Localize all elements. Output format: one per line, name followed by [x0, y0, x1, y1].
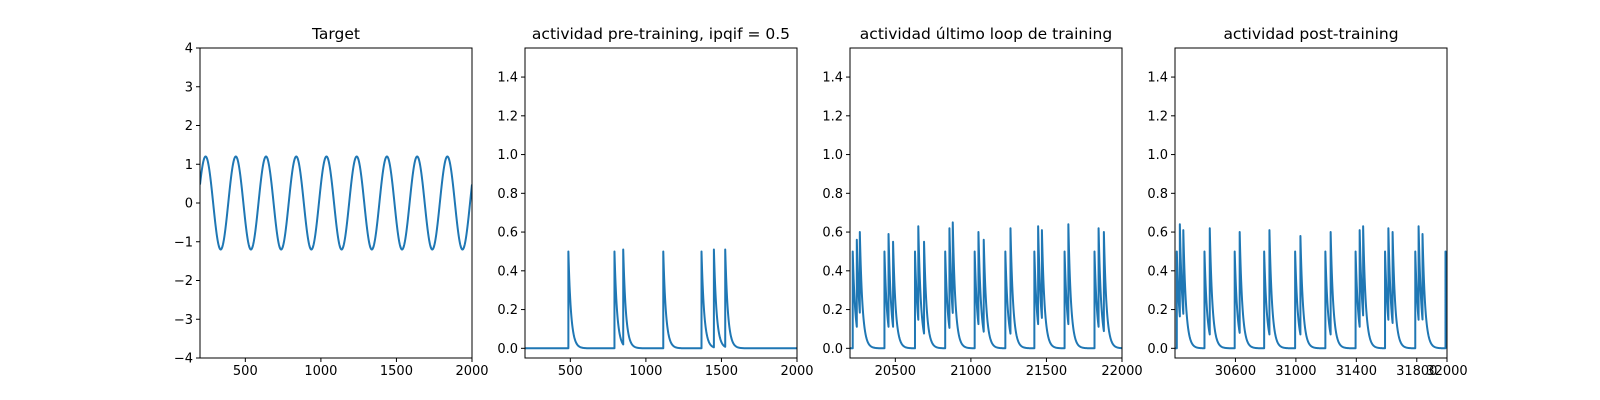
x-tick-label: 21500	[1026, 364, 1067, 379]
panel-title: Target	[311, 25, 360, 43]
x-tick-label: 1000	[304, 364, 337, 379]
y-tick-label: 0.2	[1147, 303, 1168, 318]
x-tick-label: 31800	[1396, 364, 1437, 379]
x-tick-label: 500	[558, 364, 583, 379]
plot-area: 500 1000 1500 2000 0.0 0.2 0.4 0.6 0.8 1.0 1.2 1.4	[497, 71, 813, 379]
x-tick-label: 30600	[1215, 364, 1256, 379]
x-tick-label: 31400	[1336, 364, 1377, 379]
x-tick-label: 1500	[705, 364, 738, 379]
x-tick-label: 500	[233, 364, 258, 379]
y-tick-label: 0.8	[822, 187, 843, 202]
x-tick-label: 31000	[1275, 364, 1316, 379]
y-tick-label: 4	[185, 42, 193, 57]
axes-frame	[199, 47, 473, 359]
y-tick-label: 0.0	[822, 342, 843, 357]
axes-frame	[849, 47, 1123, 359]
series-line	[525, 248, 797, 350]
panel-pre-training: actividad pre-training, ipqif = 0.5 500 1…	[497, 25, 813, 379]
y-tick-label: 0.6	[822, 226, 843, 241]
axes-frame	[524, 47, 798, 359]
y-tick-label: 0.4	[1147, 264, 1168, 279]
y-tick-label: 1.4	[497, 71, 518, 86]
y-tick-label: 0.6	[497, 226, 518, 241]
x-tick-label: 21000	[950, 364, 991, 379]
y-tick-label: 1.2	[497, 109, 518, 124]
x-tick-label: 22000	[1101, 364, 1142, 379]
y-tick-label: 3	[185, 80, 193, 95]
plot-area: 20500 21000 21500 22000 0.0 0.2 0.4 0.6 0.8 1.0 1.…	[822, 71, 1142, 379]
y-tick-label: −3	[174, 313, 193, 328]
panel-target: Target 500 1000 1500 2000 −4 −3 −2 −1 0 1 2 3 4	[174, 25, 489, 379]
x-tick-label: 2000	[780, 364, 813, 379]
series-line	[1175, 223, 1447, 350]
y-tick-label: −2	[174, 274, 193, 289]
y-tick-label: 1.2	[1147, 109, 1168, 124]
axes-frame	[1174, 47, 1448, 359]
y-tick-label: 1.4	[1147, 71, 1168, 86]
y-tick-label: −1	[174, 235, 193, 250]
plot-area: 500 1000 1500 2000 −4 −3 −2 −1 0 1 2 3 4	[174, 42, 489, 380]
panel-post-training: actividad post-training 30600 31000 31400 3…	[1147, 25, 1467, 379]
x-tick-label: 1000	[629, 364, 662, 379]
y-tick-label: 0	[185, 197, 193, 212]
panel-last-training-loop: actividad último loop de training 20500 2…	[822, 25, 1142, 379]
series-line	[850, 221, 1122, 350]
panel-title: actividad último loop de training	[860, 25, 1112, 43]
y-tick-label: 1.0	[497, 148, 518, 163]
y-tick-label: −4	[174, 352, 193, 367]
y-tick-label: 0.4	[497, 264, 518, 279]
y-tick-label: 0.4	[822, 264, 843, 279]
x-tick-label: 20500	[875, 364, 916, 379]
y-tick-label: 0.8	[1147, 187, 1168, 202]
panel-title: actividad post-training	[1223, 25, 1398, 43]
y-tick-label: 0.0	[1147, 342, 1168, 357]
y-tick-label: 1.0	[1147, 148, 1168, 163]
y-tick-label: 0.8	[497, 187, 518, 202]
x-tick-label: 32000	[1426, 364, 1467, 379]
y-tick-label: 2	[185, 119, 193, 134]
y-tick-label: 0.0	[497, 342, 518, 357]
y-tick-label: 0.6	[1147, 226, 1168, 241]
y-tick-label: 1	[185, 158, 193, 173]
panel-title: actividad pre-training, ipqif = 0.5	[532, 25, 790, 43]
y-tick-label: 0.2	[822, 303, 843, 318]
x-tick-label: 2000	[455, 364, 488, 379]
series-line	[200, 155, 472, 251]
y-tick-label: 1.2	[822, 109, 843, 124]
y-tick-label: 1.4	[822, 71, 843, 86]
y-tick-label: 0.2	[497, 303, 518, 318]
y-tick-label: 1.0	[822, 148, 843, 163]
x-tick-label: 1500	[380, 364, 413, 379]
